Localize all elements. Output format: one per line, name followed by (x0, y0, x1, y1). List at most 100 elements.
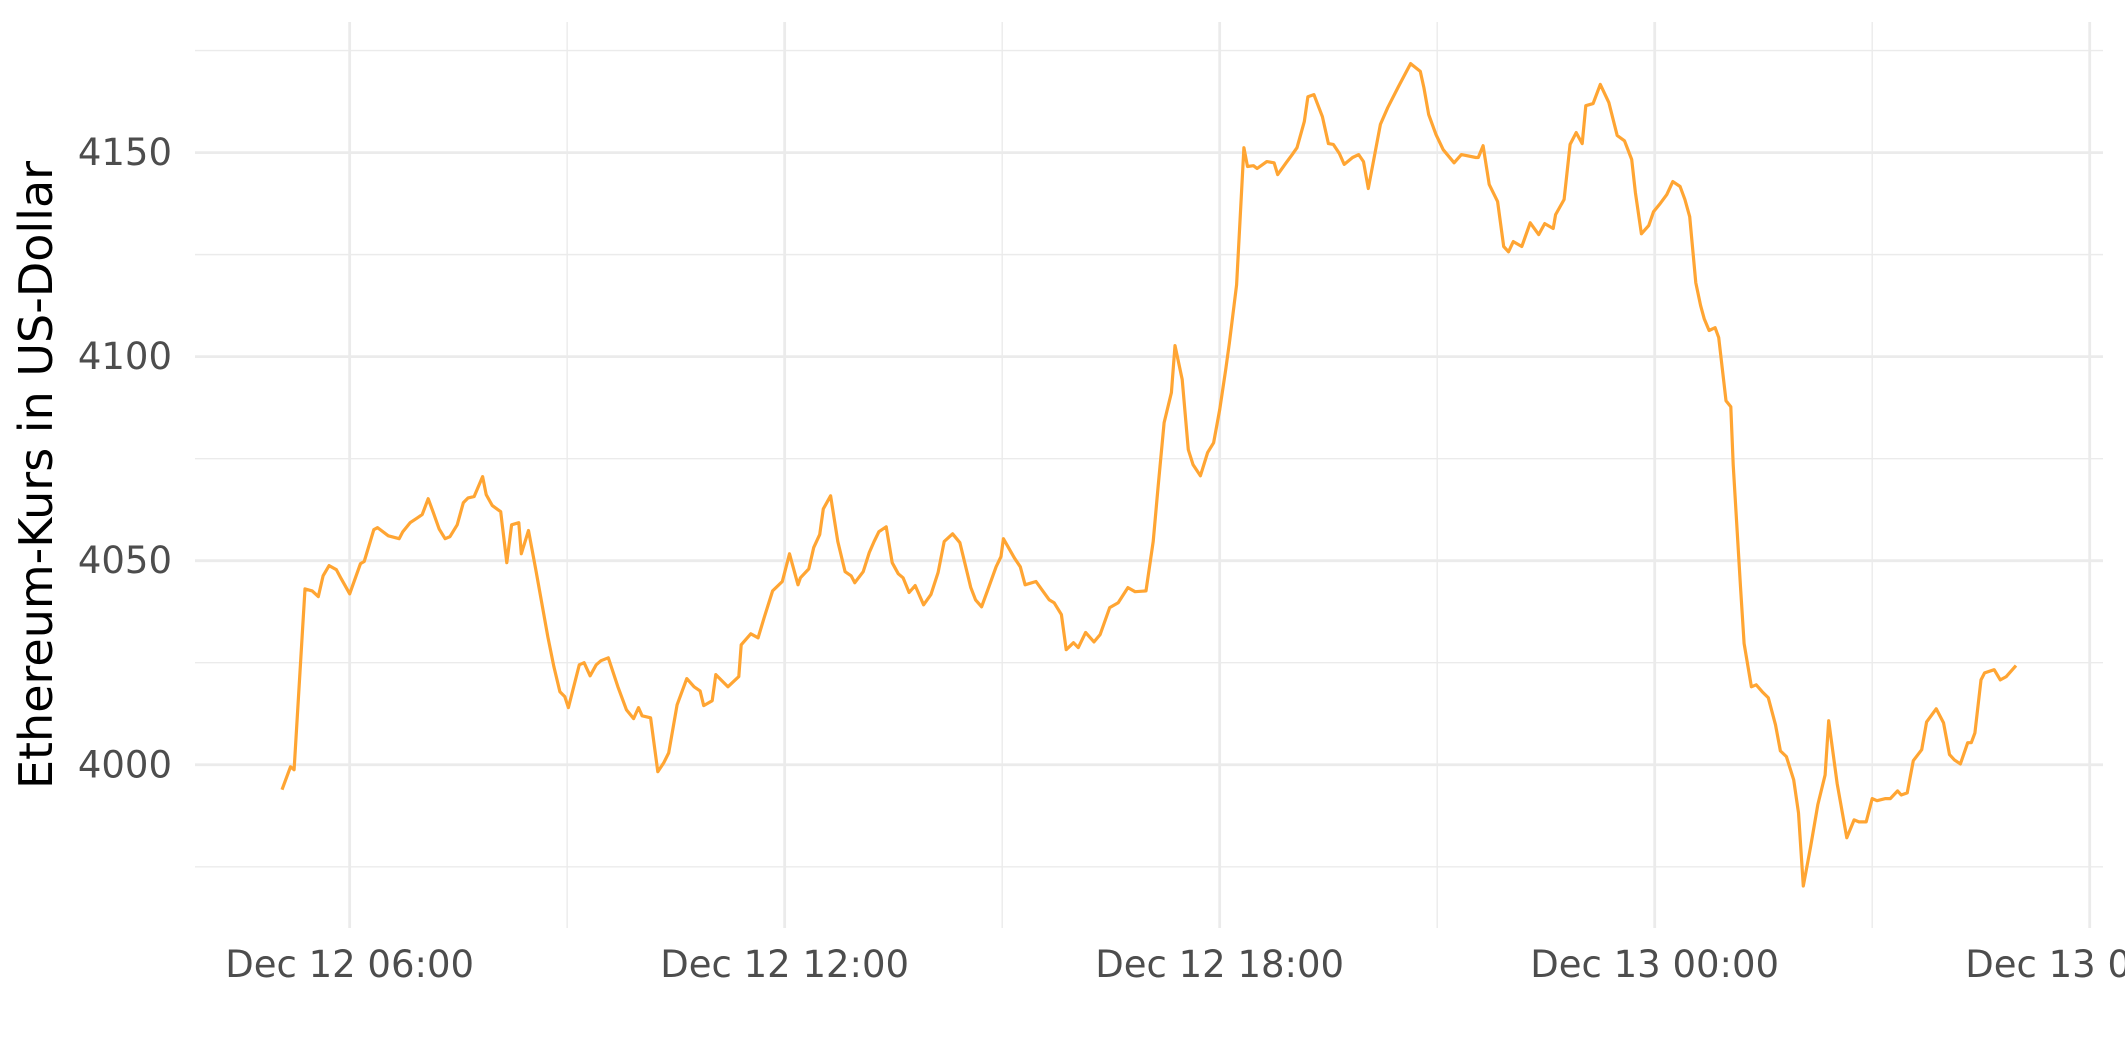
data-point (1306, 95, 1309, 98)
data-point (1419, 70, 1422, 73)
data-point (1273, 161, 1276, 164)
data-point (416, 516, 419, 519)
data-point (1563, 198, 1566, 201)
data-point (317, 595, 320, 598)
data-point (1072, 641, 1075, 644)
data-point (552, 665, 555, 668)
x-tick-label: Dec 13 06:00 (1965, 943, 2125, 986)
data-point (491, 504, 494, 507)
data-point (1683, 198, 1686, 201)
data-point (289, 765, 292, 768)
data-point (328, 564, 331, 567)
data-point (1575, 131, 1578, 134)
data-point (699, 689, 702, 692)
data-point (505, 561, 508, 564)
data-point (781, 580, 784, 583)
data-point (1920, 748, 1923, 751)
data-point (1554, 213, 1557, 216)
data-point (693, 685, 696, 688)
data-point (520, 552, 523, 555)
data-point (1235, 283, 1238, 286)
data-point (1845, 836, 1848, 839)
data-point (812, 546, 815, 549)
data-point (951, 532, 954, 535)
data-point (481, 475, 484, 478)
data-point (1942, 721, 1945, 724)
data-point (427, 497, 430, 500)
data-point (1152, 540, 1155, 543)
data-point (1108, 606, 1111, 609)
data-point (868, 551, 871, 554)
data-point (1367, 187, 1370, 190)
data-point (1228, 341, 1231, 344)
data-point (1482, 144, 1485, 147)
y-tick-label: 4000 (78, 743, 172, 786)
data-point (726, 685, 729, 688)
data-point (1502, 245, 1505, 248)
data-point (873, 540, 876, 543)
data-point (1816, 803, 1819, 806)
data-point (1935, 707, 1938, 710)
data-point (1857, 820, 1860, 823)
data-point (1145, 589, 1148, 592)
data-point (1802, 885, 1805, 888)
data-point (1422, 86, 1425, 89)
data-point (897, 572, 900, 575)
data-point (1983, 671, 1986, 674)
data-point (891, 561, 894, 564)
data-point (1246, 165, 1249, 168)
data-point (1973, 731, 1976, 734)
y-axis-title: Ethereum-Kurs in US-Dollar (9, 161, 63, 789)
data-point (1581, 142, 1584, 145)
data-point (1708, 329, 1711, 332)
data-point (877, 530, 880, 533)
data-point (1252, 164, 1255, 167)
data-point (1442, 148, 1445, 151)
data-point (1665, 193, 1668, 196)
minor-gridlines (195, 22, 2103, 928)
data-point (1174, 344, 1177, 347)
data-point (387, 534, 390, 537)
major-gridlines (195, 22, 2103, 928)
data-point (348, 592, 351, 595)
y-axis-tick-labels: 4000 4050 4100 4150 (78, 131, 172, 786)
data-point (714, 673, 717, 676)
data-point (1077, 646, 1080, 649)
data-point (473, 495, 476, 498)
data-point (1338, 152, 1341, 155)
data-point (1634, 191, 1637, 194)
data-point (1889, 797, 1892, 800)
x-tick-label: Dec 12 18:00 (1095, 943, 1344, 986)
data-point (1035, 580, 1038, 583)
data-point (1774, 723, 1777, 726)
data-point (1725, 399, 1728, 402)
data-point (1953, 758, 1956, 761)
data-point (1126, 586, 1129, 589)
data-point (1679, 185, 1682, 188)
data-point (922, 603, 925, 606)
data-point (943, 540, 946, 543)
data-point (1717, 336, 1720, 339)
data-point (1192, 463, 1195, 466)
data-point (1435, 133, 1438, 136)
data-point (1285, 161, 1288, 164)
data-point (850, 574, 853, 577)
data-point (398, 537, 401, 540)
data-point (546, 635, 549, 638)
data-point (1397, 85, 1400, 88)
data-point (822, 507, 825, 510)
data-point (885, 525, 888, 528)
data-point (1755, 683, 1758, 686)
data-point (702, 704, 705, 707)
data-point (1427, 113, 1430, 116)
data-point (444, 537, 447, 540)
data-point (685, 677, 688, 680)
data-point (589, 674, 592, 677)
data-point (1529, 221, 1532, 224)
data-point (1019, 565, 1022, 568)
data-point (1884, 797, 1887, 800)
data-point (1569, 143, 1572, 146)
data-point (1607, 101, 1610, 104)
data-point (844, 570, 847, 573)
data-point (1000, 555, 1003, 558)
